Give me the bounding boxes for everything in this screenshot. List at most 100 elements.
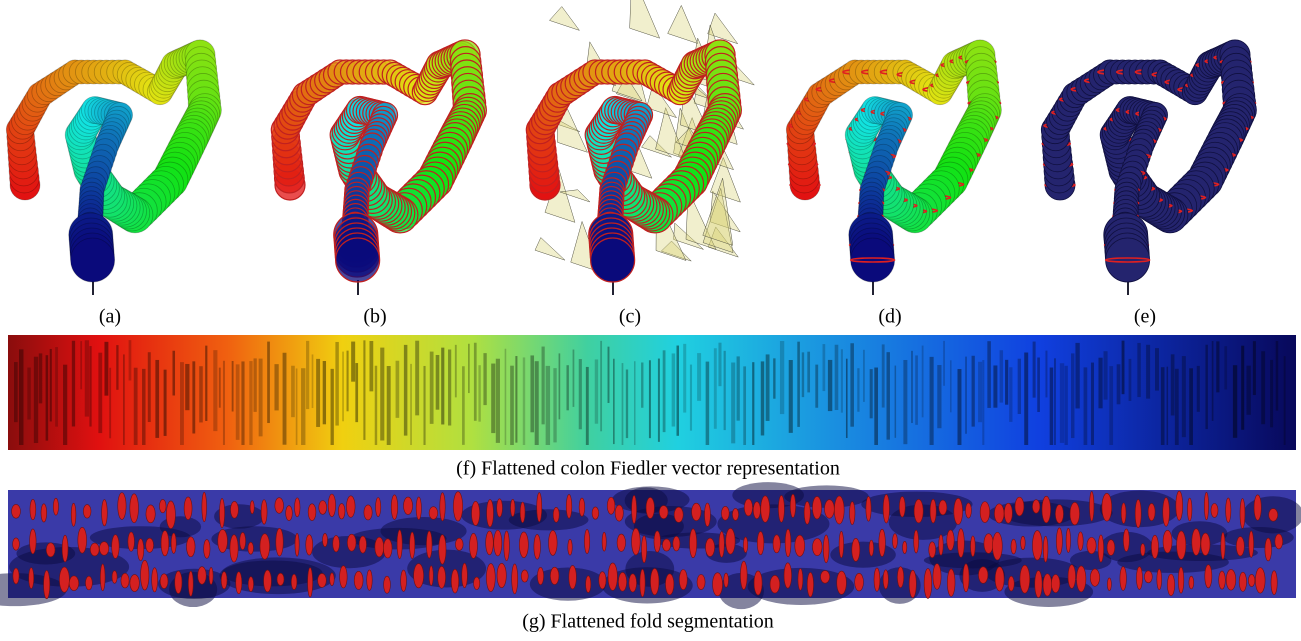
fold-streak	[535, 361, 539, 445]
fold-segment	[930, 499, 936, 523]
fold-segment	[617, 534, 625, 551]
fold-segment	[319, 501, 327, 515]
fold-segment	[1177, 531, 1186, 559]
fold-streak	[850, 343, 854, 426]
fold-segment	[744, 499, 752, 516]
fold-streak	[1276, 341, 1279, 411]
fold-segment	[487, 500, 494, 527]
fold-streak	[455, 345, 457, 398]
fold-segment	[1004, 503, 1012, 523]
plane	[668, 5, 698, 43]
figure: (a)(b)(c)(d)(e) (f) Flattened colon Fied…	[0, 0, 1301, 641]
fold-segment	[451, 569, 458, 593]
plane	[535, 238, 565, 261]
fold-segment	[275, 498, 284, 514]
fold-streak	[396, 361, 400, 418]
fold-segment	[1275, 534, 1283, 549]
fold-segment	[276, 528, 283, 556]
fold-segment	[1066, 528, 1070, 552]
fold-streak	[863, 350, 865, 402]
fold-segment	[204, 540, 210, 559]
fold-segment	[795, 535, 805, 556]
fold-streak	[14, 362, 18, 422]
fold-streak	[1024, 353, 1028, 445]
fold-segment	[250, 501, 254, 514]
fold-segment	[978, 567, 987, 584]
fold-segment	[455, 538, 463, 550]
fold-streak	[104, 342, 108, 396]
fold-segment	[754, 571, 762, 595]
fold-segment	[954, 498, 963, 524]
fold-segment	[690, 529, 697, 558]
fold-segment	[100, 564, 105, 591]
fold-streak	[430, 352, 434, 424]
fold-streak	[249, 361, 252, 445]
fold-streak	[219, 368, 221, 408]
fold-segment	[1102, 493, 1112, 521]
fold-segment	[13, 538, 20, 550]
fold-segment	[1192, 529, 1201, 556]
fold-segment	[812, 496, 821, 519]
fold-streak	[823, 344, 826, 391]
fold-segment	[118, 493, 126, 520]
fold-streak	[663, 350, 666, 432]
fold-streak	[1216, 341, 1219, 392]
fold-segment	[230, 535, 238, 562]
fold-segment	[958, 529, 965, 558]
fold-streak	[491, 364, 495, 434]
fold-segment	[692, 503, 701, 520]
fold-streak	[566, 365, 568, 410]
fold-streak	[930, 357, 934, 445]
fold-streak	[441, 348, 444, 425]
fold-segment	[1157, 569, 1162, 590]
fold-segment	[376, 497, 381, 516]
fold-streak	[797, 342, 800, 427]
fold-segment	[1032, 531, 1042, 560]
fold-streak	[724, 351, 726, 430]
fold-streak	[530, 355, 534, 432]
fold-segment	[947, 569, 955, 596]
fold-segment	[971, 536, 976, 557]
fold-segment	[416, 497, 421, 520]
fold-segment	[1070, 502, 1079, 525]
fold-streak	[731, 363, 735, 444]
fold-segment	[375, 537, 384, 557]
fold-streak	[1233, 365, 1237, 438]
fold-segment	[462, 563, 468, 588]
fold-segment	[599, 572, 606, 589]
fold-streak	[697, 353, 701, 401]
fold-segment	[553, 507, 559, 522]
fold-streak	[1071, 353, 1074, 438]
fold-streak	[737, 356, 740, 420]
fold-segment	[175, 571, 182, 594]
fold-streak	[1050, 368, 1053, 445]
fold-streak	[89, 346, 91, 426]
fold-segment	[993, 532, 1003, 560]
fold-segment	[753, 502, 760, 519]
fold-streak	[915, 355, 918, 424]
fold-segment	[512, 564, 518, 594]
fold-streak	[331, 369, 334, 445]
fold-streak	[301, 368, 305, 445]
fold-streak	[335, 342, 338, 426]
fold-segment	[236, 572, 242, 594]
fold-streak	[1005, 360, 1008, 405]
fold-streak	[1060, 363, 1064, 443]
fold-streak	[63, 365, 67, 445]
fold-segment	[112, 535, 119, 559]
fold-segment	[618, 572, 626, 591]
fold-segment	[414, 564, 424, 588]
fold-segment	[914, 530, 919, 553]
fold-streak	[950, 360, 952, 412]
fold-segment	[662, 539, 670, 551]
fold-streak	[752, 362, 754, 445]
fold-streak	[312, 354, 314, 408]
fold-segment	[1204, 492, 1208, 520]
fold-segment	[166, 501, 175, 529]
fold-segment	[359, 536, 366, 553]
fold-streak	[1018, 359, 1021, 414]
fold-segment	[1055, 505, 1063, 524]
fold-segment	[286, 506, 293, 521]
fold-segment	[69, 576, 79, 591]
fold-segment	[1254, 495, 1261, 520]
